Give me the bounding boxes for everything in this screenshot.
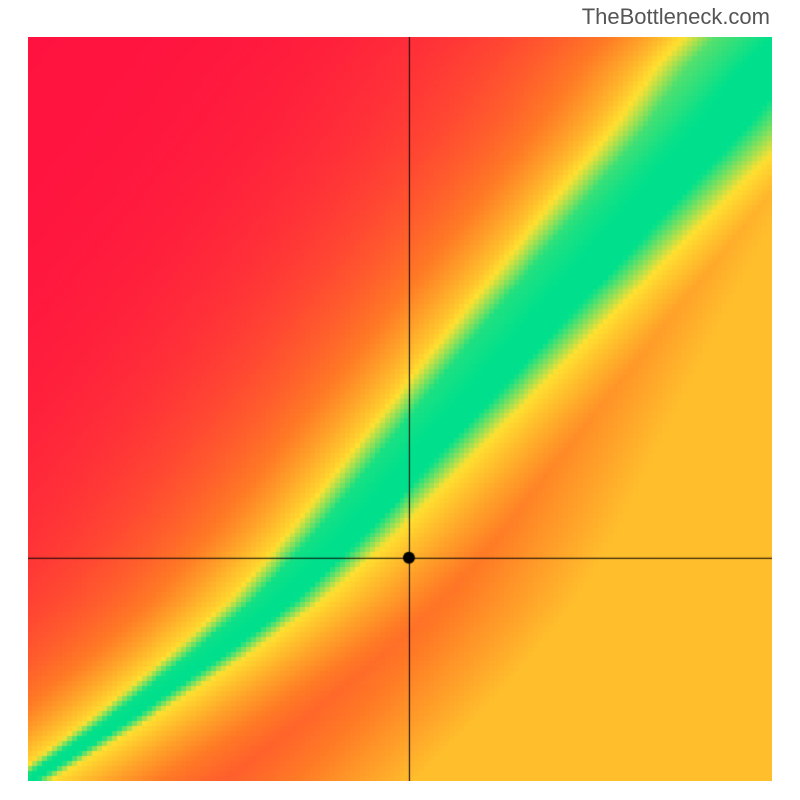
bottleneck-heatmap [28,37,772,781]
watermark-text: TheBottleneck.com [582,4,770,30]
